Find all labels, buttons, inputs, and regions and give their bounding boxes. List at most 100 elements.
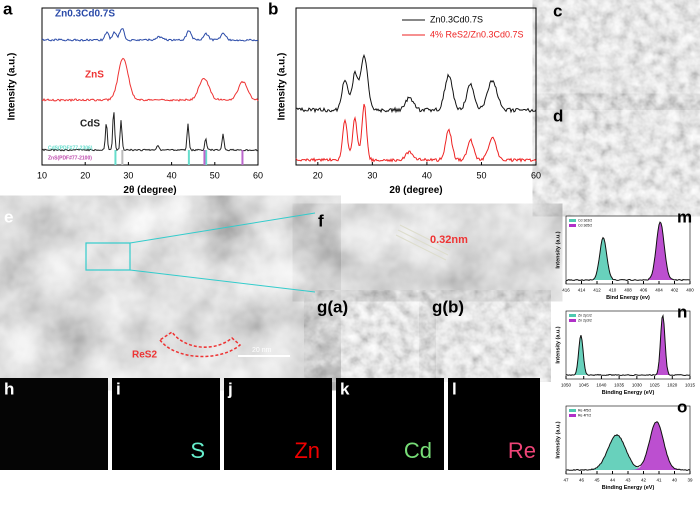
legend-label: Zn 2p3/2	[578, 318, 592, 322]
x-tick-label: 40	[672, 478, 678, 483]
x-tick-label: 1045	[579, 383, 590, 388]
tem-image	[548, 104, 700, 206]
tem-image	[315, 298, 425, 374]
panel-label: f	[318, 211, 324, 230]
x-tick-label: 414	[578, 288, 586, 293]
legend-label: Zn0.3Cd0.7S	[430, 14, 483, 24]
mapping	[0, 378, 540, 470]
legend-label: ZnS	[85, 70, 104, 81]
curve	[565, 421, 691, 472]
x-tick-label: 1040	[596, 383, 607, 388]
legend-label: 4% ReS2/Zn0.3Cd0.7S	[430, 29, 524, 39]
element-label: S	[190, 438, 205, 463]
x-tick-label: 50	[476, 170, 486, 180]
curve	[565, 221, 691, 282]
tem-image	[548, 0, 700, 100]
legend-label: Cd 3d5/2	[578, 223, 592, 227]
x-tick-label: 400	[686, 288, 694, 293]
curve	[41, 28, 259, 42]
legend-swatch	[569, 409, 576, 412]
x-tick-label: 406	[640, 288, 648, 293]
legend-label: Re 4f5/2	[578, 408, 591, 412]
legend-swatch	[569, 414, 576, 417]
x-tick-label: 1050	[561, 383, 572, 388]
annotation: ReS2	[132, 350, 157, 361]
y-axis-label: Intensity (a.u.)	[555, 421, 561, 458]
lattice	[395, 224, 451, 261]
x-tick-label: 39	[687, 478, 693, 483]
x-tick-label: 40	[422, 170, 432, 180]
x-tick-label: 1035	[614, 383, 625, 388]
curve	[566, 314, 691, 377]
x-tick-label: 43	[625, 478, 631, 483]
x-tick-label: 1015	[685, 383, 696, 388]
fit-peak	[566, 238, 690, 280]
x-axis-label: 2θ (degree)	[389, 185, 442, 196]
x-tick-label: 60	[253, 170, 263, 180]
zoom-line	[129, 269, 316, 293]
zoom-line	[129, 212, 316, 244]
legend-swatch	[569, 224, 576, 227]
panel-label: o	[677, 397, 687, 416]
legend-label: Re 4f7/2	[578, 413, 591, 417]
legend-swatch	[569, 219, 576, 222]
panel-label: h	[4, 379, 14, 398]
panel-label: a	[3, 0, 13, 18]
legend-label: CdS	[80, 119, 100, 130]
legend-swatch	[569, 319, 576, 322]
panel-label: b	[268, 0, 278, 18]
res2-outline	[158, 330, 242, 358]
scale-label: 20 nm	[252, 347, 272, 354]
x-tick-label: 30	[367, 170, 377, 180]
axes-frame	[295, 7, 537, 166]
curve	[295, 53, 537, 114]
x-tick-label: 1030	[632, 383, 643, 388]
x-tick-label: 20	[80, 170, 90, 180]
x-tick-label: 1025	[650, 383, 661, 388]
x-tick-label: 30	[123, 170, 133, 180]
legend-label: CdS(PDF#77-2306)	[48, 145, 93, 151]
x-tick-label: 408	[624, 288, 632, 293]
y-axis-label: Intensity (a.u.)	[555, 326, 561, 363]
legend-label: ZnS(PDF#77-2100)	[48, 155, 92, 161]
annotation: 0.32nm	[430, 234, 468, 246]
element-label: Cd	[404, 438, 432, 463]
x-tick-label: 1020	[667, 383, 678, 388]
curve	[41, 112, 259, 152]
element-label: Zn	[294, 438, 320, 463]
x-tick-label: 45	[594, 478, 600, 483]
fit-peak	[566, 435, 690, 470]
zoom-box	[85, 242, 131, 271]
legend-label: Cd 3d3/2	[578, 218, 592, 222]
x-axis-label: 2θ (degree)	[123, 185, 176, 196]
x-tick-label: 46	[579, 478, 585, 483]
x-tick-label: 60	[531, 170, 541, 180]
panel-label: k	[340, 379, 350, 398]
x-axis-label: Binding Energy (eV)	[602, 485, 655, 491]
panel-label: d	[553, 106, 563, 125]
x-axis-label: Bind Energy (ev)	[606, 295, 650, 301]
y-axis-label: Intensity (a.u.)	[7, 53, 18, 121]
x-tick-label: 416	[562, 288, 570, 293]
panel-label: n	[677, 302, 687, 321]
x-tick-label: 44	[610, 478, 616, 483]
panel-label: m	[677, 207, 692, 226]
panel-label: c	[553, 1, 562, 20]
fit-peak	[566, 422, 690, 470]
panel-label: e	[4, 207, 13, 226]
y-axis-label: Intensity (a.u.)	[555, 231, 561, 268]
legend-swatch	[569, 314, 576, 317]
panel-label: g(a)	[317, 297, 348, 316]
curve	[41, 57, 259, 102]
panel-label: g(b)	[432, 297, 464, 316]
x-tick-label: 50	[210, 170, 220, 180]
panel-label: l	[452, 379, 457, 398]
fit-peak	[566, 222, 690, 280]
x-tick-label: 40	[167, 170, 177, 180]
x-tick-label: 47	[563, 478, 569, 483]
legend-label: Zn0.3Cd0.7S	[55, 9, 115, 20]
tem-image	[430, 298, 540, 374]
x-tick-label: 410	[609, 288, 617, 293]
x-tick-label: 402	[671, 288, 679, 293]
